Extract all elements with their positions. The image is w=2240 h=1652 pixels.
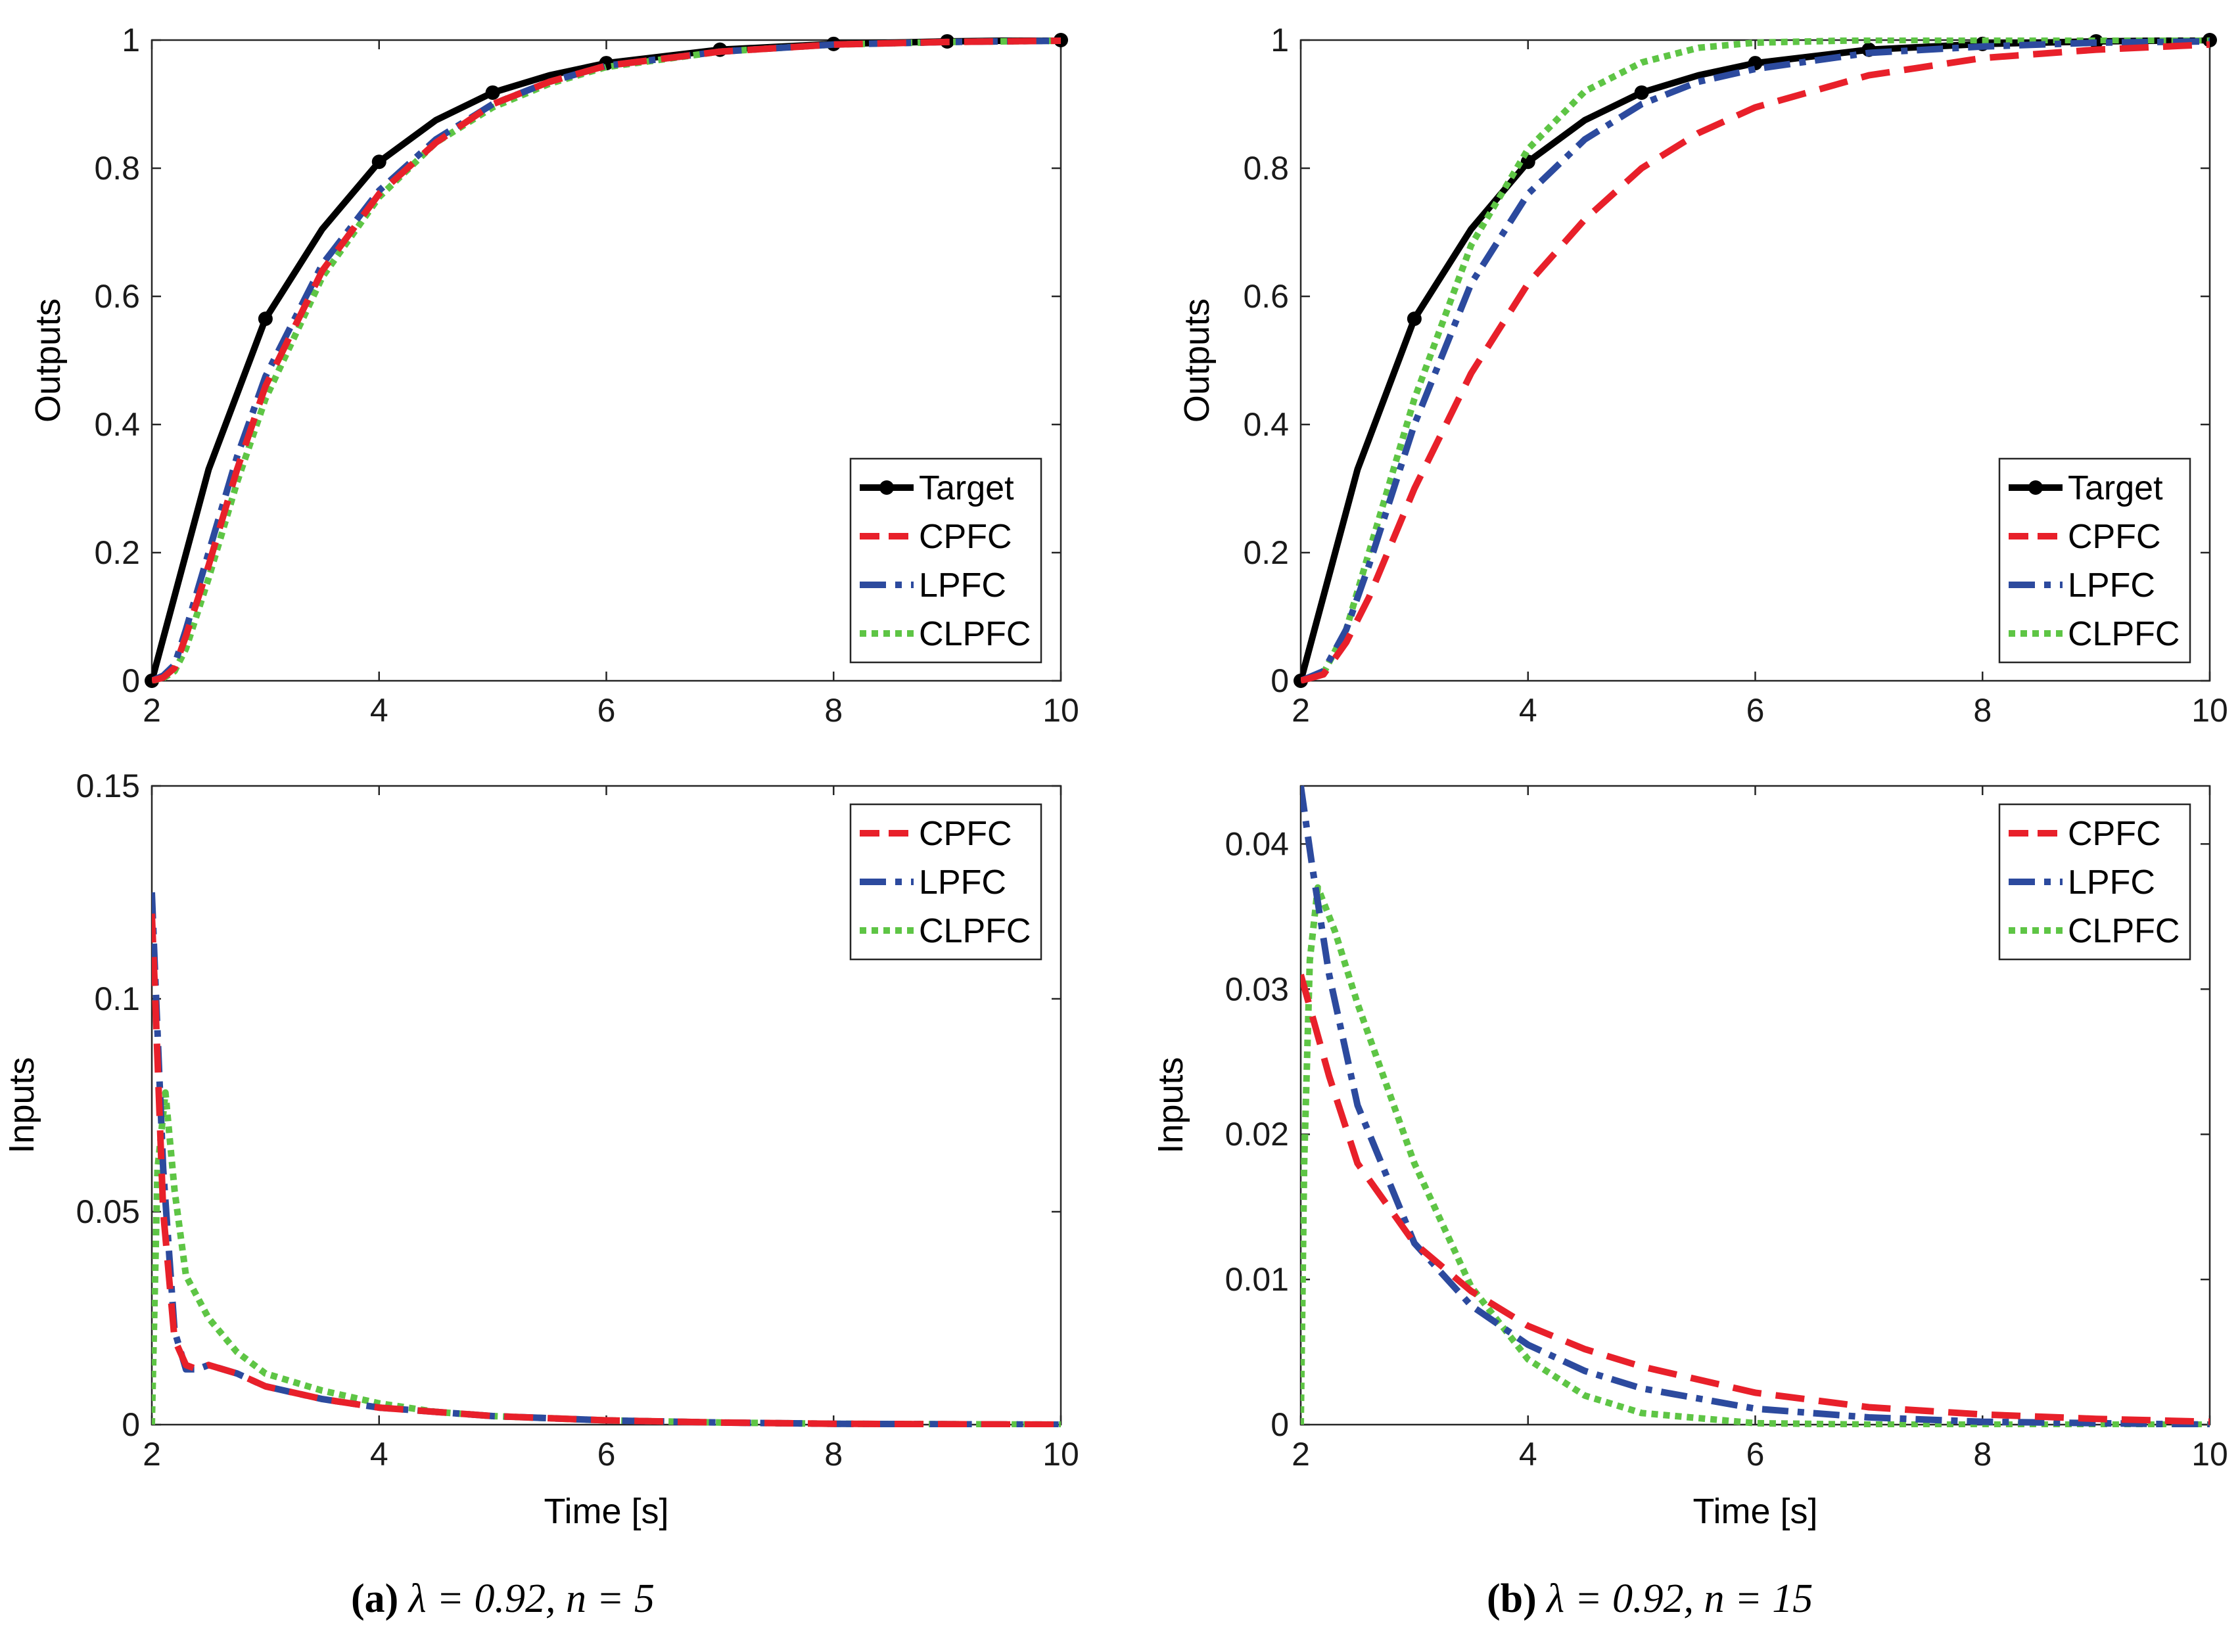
x-tick-label: 8 bbox=[1973, 1436, 1992, 1473]
series-marker-target bbox=[485, 85, 500, 100]
legend-label-lpfc: LPFC bbox=[919, 566, 1006, 605]
series-marker-target bbox=[1407, 311, 1422, 327]
legend-label-cpfc: CPFC bbox=[919, 518, 1012, 556]
x-tick-label: 4 bbox=[1519, 1436, 1537, 1473]
legend: CPFC LPFC CLPFC bbox=[849, 803, 1042, 961]
legend-label-target: Target bbox=[919, 469, 1014, 507]
series-line-cpfc bbox=[152, 37, 1061, 683]
series-line-cpfc bbox=[1301, 973, 2210, 1425]
x-tick-label: 8 bbox=[1973, 692, 1992, 729]
x-tick-label: 6 bbox=[1746, 692, 1765, 729]
y-tick-label: 0.01 bbox=[1225, 1261, 1289, 1298]
caption-b: (b) λ = 0.92, n = 15 bbox=[1487, 1576, 1813, 1622]
series-line-lpfc bbox=[1301, 785, 2210, 1427]
chart-b-inputs: 2 4 6 8 10 0 0.01 0.02 0.03 0.04 Inputs Time [s] CPF… bbox=[1151, 785, 2228, 1531]
y-tick-label: 0 bbox=[122, 1406, 140, 1443]
y-axis-label: Outputs bbox=[1177, 298, 1217, 423]
x-tick-label: 4 bbox=[370, 1436, 388, 1473]
series-line-lpfc bbox=[1301, 38, 2210, 683]
legend-marker-target bbox=[879, 480, 894, 495]
x-axis-label: Time [s] bbox=[544, 1492, 668, 1531]
series-line-clpfc bbox=[1301, 37, 2210, 683]
y-tick-label: 0.4 bbox=[94, 406, 140, 443]
x-tick-label: 6 bbox=[1746, 1436, 1765, 1473]
y-tick-label: 0.4 bbox=[1243, 406, 1289, 443]
y-tick-label: 0.05 bbox=[76, 1193, 140, 1230]
y-tick-label: 0.15 bbox=[76, 768, 140, 804]
chart-a-inputs: 2 4 6 8 10 0 0.05 0.1 0.15 Inputs Time [s] CPFC LPFC… bbox=[2, 768, 1079, 1531]
caption-a-math: λ = 0.92, n = 5 bbox=[408, 1576, 655, 1621]
caption-b-math: λ = 0.92, n = 15 bbox=[1547, 1576, 1813, 1621]
x-tick-label: 6 bbox=[597, 692, 616, 729]
series-marker-target bbox=[1634, 85, 1649, 100]
legend: CPFC LPFC CLPFC bbox=[1998, 803, 2191, 961]
y-tick-label: 0.04 bbox=[1225, 825, 1289, 862]
y-axis-label: Inputs bbox=[1151, 1057, 1190, 1153]
y-tick-label: 0 bbox=[1271, 662, 1289, 699]
legend-label-target: Target bbox=[2068, 469, 2163, 507]
legend-label-clpfc: CLPFC bbox=[2068, 615, 2180, 653]
legend-label-clpfc: CLPFC bbox=[919, 615, 1031, 653]
legend-label-cpfc: CPFC bbox=[919, 815, 1012, 853]
x-tick-label: 8 bbox=[824, 1436, 843, 1473]
legend-label-cpfc: CPFC bbox=[2068, 518, 2161, 556]
x-tick-label: 2 bbox=[1292, 1436, 1310, 1473]
series-marker-target bbox=[258, 311, 273, 327]
legend-label-clpfc: CLPFC bbox=[919, 912, 1031, 950]
x-tick-label: 2 bbox=[1292, 692, 1310, 729]
series-marker-target bbox=[1520, 154, 1535, 170]
legend-label-lpfc: LPFC bbox=[919, 863, 1006, 902]
y-tick-label: 0.6 bbox=[1243, 278, 1289, 315]
x-tick-label: 10 bbox=[1042, 1436, 1079, 1473]
caption-b-tag: (b) bbox=[1487, 1576, 1537, 1621]
chart-a-outputs: 2 4 6 8 10 0 0.2 0.4 0.6 0.8 1 Outputs Target CPFC LPF… bbox=[28, 22, 1079, 729]
x-axis-label: Time [s] bbox=[1692, 1492, 1817, 1531]
y-axis-label: Outputs bbox=[28, 298, 68, 423]
y-tick-label: 0.1 bbox=[94, 980, 140, 1017]
legend-label-cpfc: CPFC bbox=[2068, 815, 2161, 853]
y-tick-label: 0 bbox=[1271, 1406, 1289, 1443]
y-axis-label: Inputs bbox=[2, 1057, 41, 1153]
legend-marker-target bbox=[2028, 480, 2043, 495]
x-tick-label: 2 bbox=[143, 1436, 161, 1473]
series-marker-target bbox=[371, 154, 386, 170]
legend-label-lpfc: LPFC bbox=[2068, 863, 2155, 902]
y-tick-label: 0 bbox=[122, 662, 140, 699]
y-tick-label: 0.2 bbox=[94, 534, 140, 571]
series-line-cpfc bbox=[152, 913, 1061, 1427]
y-tick-label: 0.02 bbox=[1225, 1116, 1289, 1153]
y-tick-label: 0.8 bbox=[1243, 150, 1289, 187]
x-tick-label: 10 bbox=[2191, 1436, 2228, 1473]
x-tick-label: 2 bbox=[143, 692, 161, 729]
x-tick-label: 6 bbox=[597, 1436, 616, 1473]
legend: Target CPFC LPFC CLPFC bbox=[1998, 457, 2191, 664]
x-tick-label: 8 bbox=[824, 692, 843, 729]
legend: Target CPFC LPFC CLPFC bbox=[849, 457, 1042, 664]
y-tick-label: 0.03 bbox=[1225, 971, 1289, 1007]
caption-a: (a) λ = 0.92, n = 5 bbox=[351, 1576, 655, 1622]
x-tick-label: 10 bbox=[2191, 692, 2228, 729]
chart-b-outputs: 2 4 6 8 10 0 0.2 0.4 0.6 0.8 1 Outputs Target CPFC LPF… bbox=[1177, 22, 2228, 729]
y-tick-label: 0.6 bbox=[94, 278, 140, 315]
x-tick-label: 4 bbox=[370, 692, 388, 729]
x-tick-label: 4 bbox=[1519, 692, 1537, 729]
y-tick-label: 0.8 bbox=[94, 150, 140, 187]
y-tick-label: 0.2 bbox=[1243, 534, 1289, 571]
legend-label-lpfc: LPFC bbox=[2068, 566, 2155, 605]
y-tick-label: 1 bbox=[122, 22, 140, 58]
caption-a-tag: (a) bbox=[351, 1576, 399, 1621]
series-line-clpfc bbox=[1301, 884, 2210, 1427]
legend-label-clpfc: CLPFC bbox=[2068, 912, 2180, 950]
y-tick-label: 1 bbox=[1271, 22, 1289, 58]
x-tick-label: 10 bbox=[1042, 692, 1079, 729]
